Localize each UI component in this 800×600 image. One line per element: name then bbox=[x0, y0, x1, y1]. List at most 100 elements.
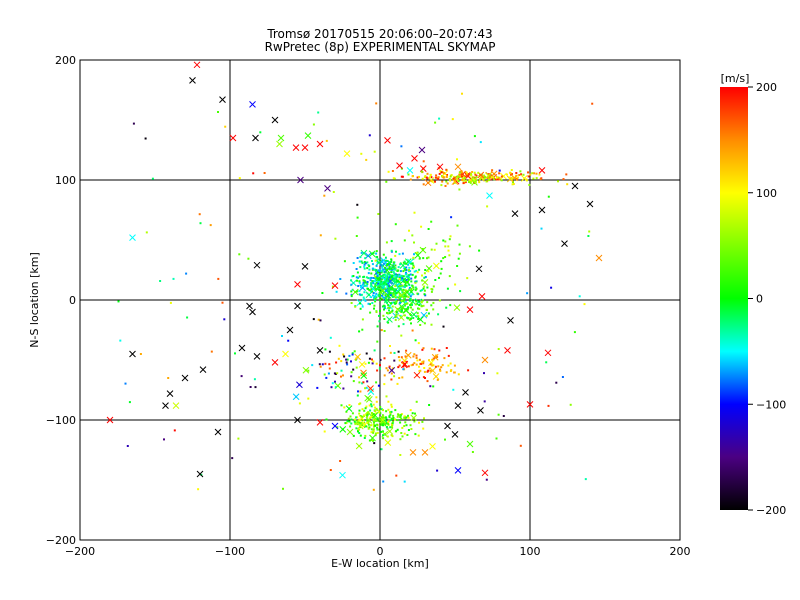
data-point bbox=[172, 277, 175, 280]
data-point bbox=[348, 420, 351, 423]
data-point bbox=[418, 268, 421, 271]
data-point bbox=[421, 279, 424, 282]
data-point bbox=[367, 427, 370, 430]
data-point bbox=[390, 293, 393, 295]
data-point bbox=[397, 356, 400, 359]
data-point bbox=[334, 380, 336, 383]
data-point bbox=[392, 270, 395, 273]
y-tick-label: −100 bbox=[46, 414, 76, 427]
data-point bbox=[401, 376, 404, 379]
data-point bbox=[415, 300, 418, 303]
colorbar-tick-label: 200 bbox=[756, 81, 777, 94]
data-point bbox=[410, 280, 413, 283]
data-point bbox=[441, 364, 444, 367]
data-point bbox=[412, 256, 415, 259]
data-point bbox=[388, 309, 390, 312]
data-point bbox=[377, 269, 380, 272]
data-point bbox=[402, 261, 405, 264]
data-point bbox=[355, 235, 358, 237]
data-point bbox=[376, 284, 379, 287]
data-point bbox=[423, 417, 425, 420]
data-point bbox=[382, 268, 384, 271]
data-point bbox=[427, 228, 430, 230]
data-point bbox=[360, 251, 363, 254]
data-point bbox=[374, 285, 377, 288]
data-point bbox=[498, 178, 501, 181]
data-point bbox=[329, 336, 332, 339]
data-point bbox=[398, 364, 401, 367]
data-point bbox=[405, 275, 408, 278]
data-point-marker bbox=[346, 428, 354, 436]
data-point bbox=[367, 422, 370, 425]
data-point bbox=[418, 175, 420, 178]
data-point bbox=[422, 427, 425, 430]
data-point bbox=[393, 289, 396, 292]
data-point bbox=[458, 173, 461, 176]
data-point-marker bbox=[399, 304, 407, 311]
data-point bbox=[390, 403, 393, 406]
data-point bbox=[430, 323, 433, 326]
data-point bbox=[435, 354, 438, 357]
data-point bbox=[447, 245, 450, 248]
data-point-marker bbox=[420, 311, 428, 319]
data-point-marker bbox=[331, 422, 339, 430]
data-point bbox=[440, 260, 443, 263]
data-point bbox=[331, 382, 334, 385]
data-point bbox=[355, 290, 358, 293]
data-point bbox=[497, 348, 500, 350]
data-point bbox=[369, 279, 372, 282]
data-point bbox=[423, 370, 426, 373]
data-point bbox=[547, 195, 550, 198]
data-point bbox=[393, 267, 396, 270]
data-point-marker bbox=[421, 449, 429, 456]
data-point bbox=[366, 261, 369, 264]
data-point bbox=[365, 158, 368, 161]
data-point bbox=[401, 175, 404, 178]
data-point bbox=[363, 265, 366, 268]
data-point-marker bbox=[387, 277, 394, 285]
data-point bbox=[405, 262, 408, 265]
data-point bbox=[317, 111, 320, 114]
data-point bbox=[409, 304, 412, 306]
data-point bbox=[389, 278, 392, 280]
data-point bbox=[416, 292, 419, 295]
data-point bbox=[400, 432, 403, 434]
data-point bbox=[340, 360, 343, 363]
data-point bbox=[340, 369, 343, 372]
data-point bbox=[312, 318, 315, 321]
data-point bbox=[353, 418, 356, 421]
data-point bbox=[409, 270, 412, 273]
data-point bbox=[390, 310, 393, 313]
data-point bbox=[355, 366, 358, 369]
colorbar-tick-label: −200 bbox=[756, 504, 786, 517]
data-point bbox=[426, 380, 429, 383]
data-point bbox=[366, 419, 369, 422]
data-point bbox=[358, 409, 361, 412]
data-point bbox=[391, 367, 394, 370]
data-point bbox=[316, 386, 319, 389]
data-point bbox=[237, 437, 240, 440]
data-point-marker bbox=[294, 281, 301, 288]
data-point bbox=[398, 273, 401, 276]
data-point bbox=[398, 285, 401, 287]
data-point bbox=[404, 355, 407, 358]
data-point bbox=[426, 257, 428, 260]
data-point bbox=[407, 414, 409, 417]
data-point bbox=[405, 281, 407, 283]
data-point-marker bbox=[276, 140, 283, 148]
data-point bbox=[422, 183, 425, 186]
data-point bbox=[386, 286, 389, 288]
data-point bbox=[375, 292, 378, 295]
data-point bbox=[427, 312, 430, 315]
data-point bbox=[540, 227, 543, 230]
data-point bbox=[355, 427, 358, 430]
data-point bbox=[348, 404, 351, 406]
data-point bbox=[434, 356, 437, 359]
data-point bbox=[358, 381, 361, 384]
data-point bbox=[363, 275, 365, 278]
data-point bbox=[387, 304, 390, 307]
data-point bbox=[388, 285, 391, 288]
data-point bbox=[449, 362, 452, 365]
data-point-marker bbox=[384, 439, 392, 446]
data-point bbox=[457, 373, 460, 376]
